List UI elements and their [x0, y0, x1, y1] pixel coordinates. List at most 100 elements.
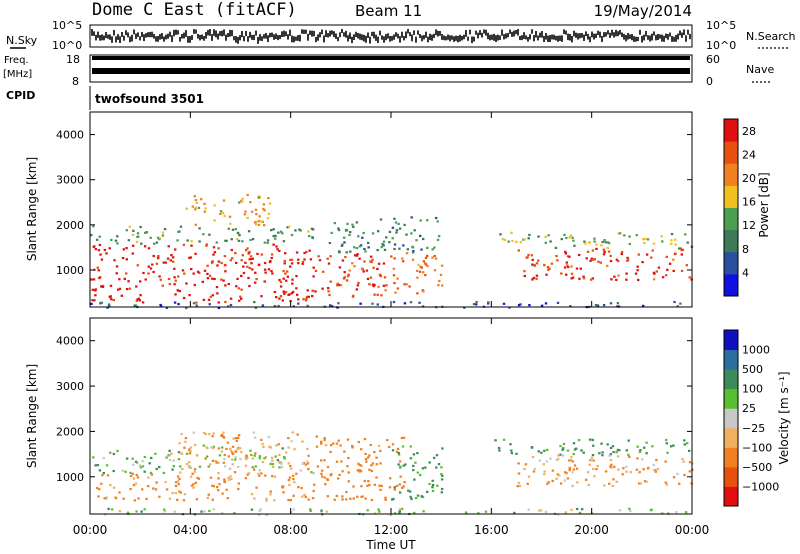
- scatter-point: [186, 239, 189, 242]
- scatter-point: [258, 196, 262, 199]
- scatter-point: [190, 268, 193, 271]
- scatter-point: [367, 480, 370, 483]
- scatter-point: [582, 275, 585, 278]
- scatter-point: [172, 260, 175, 263]
- scatter-point: [372, 266, 375, 269]
- scatter-point: [94, 294, 97, 297]
- scatter-point: [688, 470, 691, 473]
- scatter-point: [194, 199, 198, 202]
- scatter-point: [438, 279, 441, 283]
- scatter-point: [398, 460, 402, 463]
- scatter-point: [533, 467, 536, 471]
- scatter-point: [407, 489, 410, 492]
- scatter-point: [279, 280, 283, 283]
- scatter-point: [225, 488, 228, 491]
- scatter-point: [391, 226, 395, 229]
- scatter-point: [167, 245, 170, 248]
- colorbar-swatch: [724, 466, 738, 487]
- scatter-point: [563, 266, 567, 269]
- scatter-point: [224, 239, 227, 242]
- scatter-point: [337, 228, 341, 232]
- scatter-point: [287, 437, 290, 440]
- scatter-point: [412, 469, 415, 472]
- scatter-point: [217, 471, 220, 475]
- scatter-point: [197, 477, 201, 480]
- scatter-point: [578, 511, 582, 514]
- scatter-point: [179, 225, 183, 228]
- scatter-point: [234, 456, 237, 459]
- scatter-point: [622, 467, 625, 470]
- scatter-point: [379, 275, 383, 278]
- scatter-point: [177, 483, 180, 486]
- scatter-point: [241, 197, 244, 200]
- scatter-point: [202, 298, 206, 301]
- scatter-point: [590, 456, 594, 459]
- scatter-point: [670, 232, 674, 236]
- scatter-point: [195, 201, 198, 204]
- scatter-point: [295, 251, 299, 254]
- scatter-point: [281, 447, 284, 450]
- scatter-point: [229, 297, 233, 300]
- scatter-point: [108, 247, 111, 250]
- scatter-point: [208, 303, 211, 306]
- scatter-point: [396, 287, 400, 290]
- scatter-point: [267, 436, 271, 439]
- scatter-point: [101, 285, 104, 288]
- scatter-point: [233, 512, 236, 515]
- scatter-point: [411, 251, 415, 254]
- scatter-point: [394, 291, 397, 294]
- scatter-point: [223, 465, 227, 468]
- scatter-point: [323, 438, 326, 442]
- scatter-point: [218, 483, 221, 486]
- scatter-point: [286, 275, 289, 278]
- scatter-point: [222, 435, 225, 438]
- scatter-point: [595, 243, 598, 246]
- scatter-point: [288, 484, 291, 487]
- scatter-point: [363, 247, 366, 251]
- scatter-point: [131, 233, 135, 236]
- scatter-point: [535, 262, 539, 265]
- scatter-point: [100, 301, 103, 304]
- scatter-point: [611, 484, 614, 487]
- scatter-point: [234, 252, 237, 255]
- scatter-point: [290, 440, 293, 443]
- scatter-point: [670, 445, 673, 448]
- scatter-point: [240, 288, 243, 291]
- frequency-panel: Freq. [MHz] 18 8 60 0 Nave: [3, 53, 774, 88]
- scatter-point: [258, 455, 261, 458]
- scatter-point: [405, 283, 408, 286]
- scatter-point: [211, 498, 214, 501]
- scatter-point: [223, 214, 226, 218]
- scatter-point: [136, 232, 140, 235]
- scatter-point: [679, 247, 683, 250]
- scatter-point: [255, 213, 258, 216]
- scatter-point: [155, 262, 159, 265]
- scatter-point: [617, 274, 620, 277]
- scatter-point: [397, 463, 400, 466]
- scatter-point: [210, 446, 213, 449]
- scatter-point: [567, 265, 570, 269]
- scatter-point: [161, 231, 165, 234]
- scatter-point: [264, 271, 267, 274]
- scatter-point: [253, 436, 257, 439]
- scatter-point: [178, 477, 181, 481]
- scatter-point: [369, 255, 373, 258]
- scatter-point: [549, 240, 552, 243]
- scatter-point: [537, 259, 540, 262]
- scatter-point: [528, 233, 531, 236]
- scatter-point: [165, 456, 168, 459]
- scatter-point: [100, 482, 103, 485]
- scatter-point: [360, 485, 363, 488]
- scatter-point: [431, 248, 434, 251]
- scatter-point: [289, 258, 292, 261]
- scatter-point: [356, 284, 360, 287]
- scatter-point: [665, 442, 668, 445]
- scatter-point: [211, 294, 214, 297]
- scatter-point: [618, 449, 621, 452]
- scatter-point: [570, 508, 573, 511]
- scatter-point: [601, 451, 604, 454]
- scatter-point: [337, 283, 341, 287]
- scatter-point: [379, 462, 382, 465]
- scatter-point: [346, 438, 350, 441]
